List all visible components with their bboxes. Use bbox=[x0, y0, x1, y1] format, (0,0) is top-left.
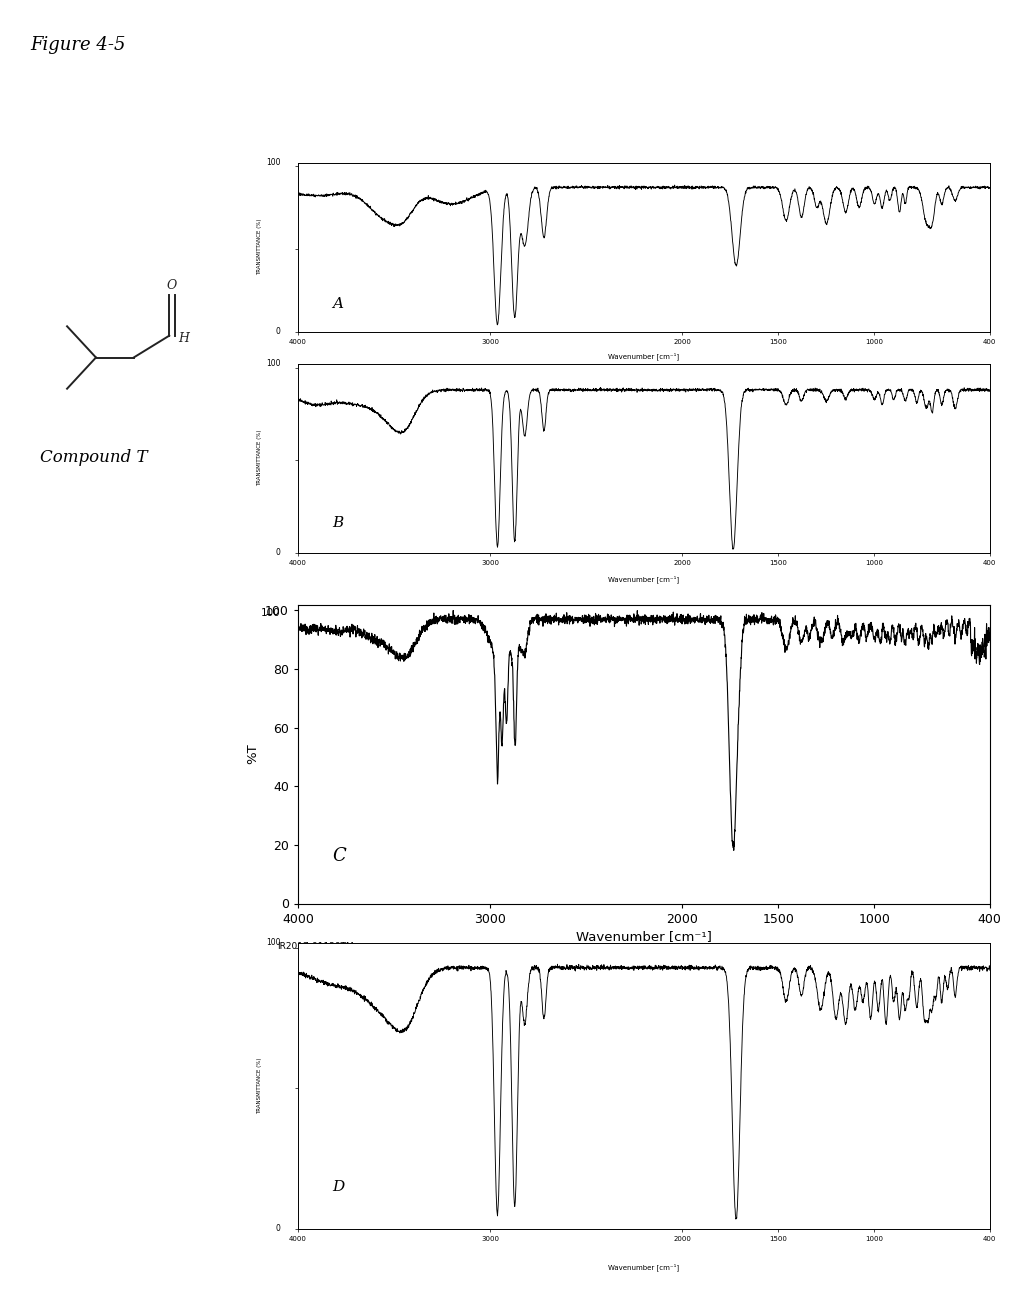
Text: D: D bbox=[332, 1180, 344, 1195]
Text: 100: 100 bbox=[267, 939, 281, 946]
Text: B: B bbox=[332, 516, 343, 530]
X-axis label: Wavenumber [cm⁻¹]: Wavenumber [cm⁻¹] bbox=[576, 930, 712, 942]
Text: 0: 0 bbox=[276, 549, 281, 556]
Text: O: O bbox=[167, 280, 177, 292]
Y-axis label: %T: %T bbox=[246, 744, 260, 764]
Text: IR2017-91129TM: IR2017-91129TM bbox=[277, 942, 354, 952]
Text: 100: 100 bbox=[267, 360, 281, 368]
Text: C: C bbox=[332, 846, 346, 865]
Text: A: A bbox=[332, 298, 343, 311]
Text: H: H bbox=[178, 333, 189, 346]
Text: 100: 100 bbox=[267, 159, 281, 166]
Text: TRANSMITTANCE (%): TRANSMITTANCE (%) bbox=[258, 1057, 263, 1114]
Text: 0: 0 bbox=[276, 1225, 281, 1232]
Text: Wavenumber [cm⁻¹]: Wavenumber [cm⁻¹] bbox=[608, 352, 680, 360]
Text: TRANSMITTANCE (%): TRANSMITTANCE (%) bbox=[258, 430, 263, 486]
Text: 100: 100 bbox=[261, 608, 281, 619]
Text: 0: 0 bbox=[276, 328, 281, 335]
Text: Compound T: Compound T bbox=[40, 448, 148, 465]
Text: Figure 4-5: Figure 4-5 bbox=[30, 36, 126, 55]
Text: TRANSMITTANCE (%): TRANSMITTANCE (%) bbox=[258, 218, 263, 276]
Text: Wavenumber [cm⁻¹]: Wavenumber [cm⁻¹] bbox=[608, 1262, 680, 1270]
Text: Wavenumber [cm⁻¹]: Wavenumber [cm⁻¹] bbox=[608, 575, 680, 582]
